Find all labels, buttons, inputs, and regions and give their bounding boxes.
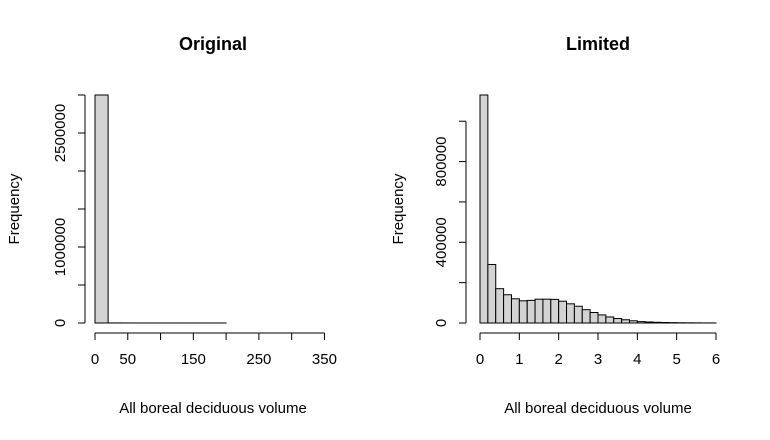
bars-group (479, 94, 717, 324)
histogram-bar (495, 288, 505, 324)
x-tick-label: 150 (181, 351, 206, 368)
histogram-bar (542, 298, 552, 324)
y-tick-label: 0 (433, 319, 450, 327)
x-tick-label: 3 (594, 351, 602, 368)
histogram-bar (613, 318, 623, 324)
x-tick-label: 0 (476, 351, 484, 368)
histogram-bar (518, 300, 528, 324)
y-axis-label: Frequency (6, 173, 23, 244)
y-axis-label: Frequency (390, 173, 407, 244)
histogram-bar (487, 263, 497, 324)
histogram-bar (566, 303, 575, 324)
histogram-bar (605, 316, 615, 324)
histogram-bar (644, 321, 654, 324)
y-tick-label: 1000000 (52, 218, 69, 276)
histogram-bar (573, 305, 583, 324)
histogram-bar (652, 321, 662, 324)
x-axis-label: All boreal deciduous volume (504, 400, 692, 417)
chart-title: Limited (566, 34, 630, 54)
y-tick-label: 0 (52, 319, 69, 327)
histogram-bar (550, 298, 560, 324)
histogram-bar (589, 312, 599, 324)
x-tick-label: 6 (712, 351, 720, 368)
x-tick-label: 1 (515, 351, 523, 368)
histogram-bar (558, 300, 568, 324)
histogram-bar (479, 94, 489, 324)
chart-title: Original (179, 34, 247, 54)
histogram-bar (94, 94, 109, 324)
histogram-bar (503, 294, 512, 324)
histogram-bar (581, 309, 591, 324)
y-tick-label: 800000 (433, 137, 450, 187)
y-tick-label: 400000 (433, 217, 450, 267)
x-tick-label: 2 (554, 351, 562, 368)
histogram-bar (621, 319, 630, 324)
x-tick-label: 50 (119, 351, 136, 368)
y-tick-label: 2500000 (52, 104, 69, 162)
x-axis-label: All boreal deciduous volume (119, 400, 307, 417)
histogram-bar (597, 314, 607, 324)
histogram-bar (660, 322, 670, 324)
x-tick-label: 250 (246, 351, 271, 368)
histogram-panel-original: Original 0 50 150 250 350 0 1000000 2500000 Al… (6, 34, 337, 417)
x-tick-label: 350 (312, 351, 337, 368)
x-tick-label: 4 (633, 351, 641, 368)
bars-group (94, 94, 227, 324)
histogram-bar (526, 299, 536, 324)
x-axis: 0 50 150 250 350 (91, 332, 337, 368)
x-tick-label: 5 (672, 351, 680, 368)
histogram-bar (636, 321, 646, 324)
y-axis: 0 400000 800000 (433, 120, 467, 327)
histogram-bar (510, 298, 520, 324)
x-tick-label: 0 (91, 351, 99, 368)
x-axis: 0 1 2 3 4 5 6 (476, 332, 720, 368)
histogram-panel-limited: Limited 0 1 2 3 4 5 6 0 400000 800000 All boreal… (390, 34, 720, 417)
y-axis: 0 1000000 2500000 (52, 94, 86, 327)
histogram-bar (534, 298, 544, 324)
histogram-bar (628, 320, 638, 324)
